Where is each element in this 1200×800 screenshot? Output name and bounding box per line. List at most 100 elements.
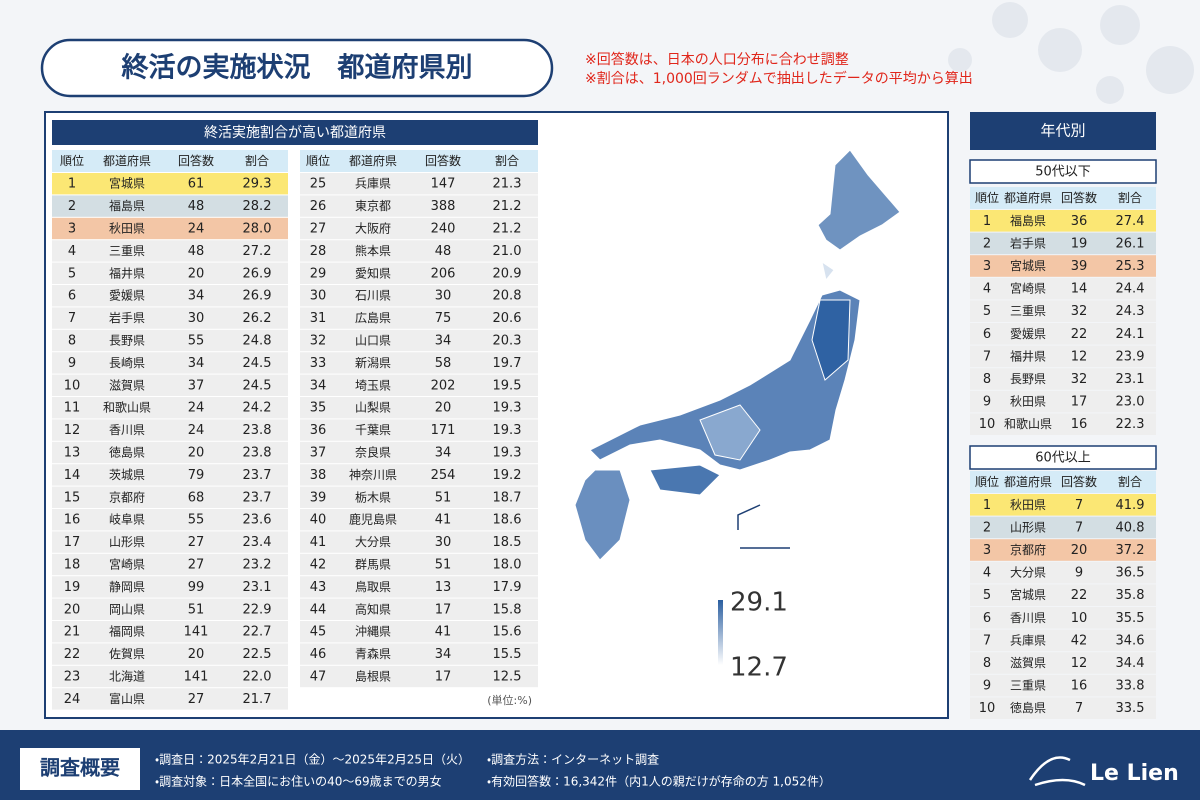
table-cell: 23: [64, 670, 81, 685]
table-cell: 24.4: [1116, 282, 1145, 297]
column-header: 回答数: [178, 153, 214, 168]
table-cell: 三重県: [1010, 304, 1046, 318]
table-cell: 24: [188, 401, 205, 416]
footer-band: [0, 730, 1200, 800]
table-cell: 30: [310, 289, 327, 304]
table-cell: 32: [1071, 304, 1088, 319]
decor: [948, 2, 1194, 104]
table-cell: 20: [1071, 543, 1088, 558]
table-cell: 34: [435, 334, 452, 349]
age-title: 年代別: [1040, 122, 1085, 140]
table-cell: 388: [431, 199, 456, 214]
table-cell: 48: [435, 244, 452, 259]
legend-gradient: [718, 600, 723, 665]
table-cell: 18.0: [493, 558, 522, 573]
table-cell: 34.4: [1116, 656, 1145, 671]
table-cell: 28: [310, 244, 327, 259]
table-cell: 28.0: [243, 222, 272, 237]
table-row: [300, 307, 538, 329]
table-row: [970, 232, 1156, 255]
table-cell: 51: [435, 490, 452, 505]
table-row: [300, 665, 538, 688]
table-cell: 35: [310, 401, 327, 416]
table-cell: 58: [435, 356, 452, 371]
table-cell: 19: [1071, 236, 1088, 251]
table-cell: 神奈川県: [349, 467, 397, 482]
table-cell: 18: [64, 558, 81, 573]
table-cell: 鹿児島県: [349, 512, 397, 527]
footer-item: ・調査日：2025年2月21日（金）～2025年2月25日（火）: [155, 753, 470, 767]
table-row: [52, 374, 288, 396]
column-header: 回答数: [425, 153, 461, 168]
table-cell: 愛媛県: [109, 289, 145, 303]
table-cell: 4: [68, 244, 76, 259]
okinawa-inset: [737, 504, 790, 549]
table-cell: 滋賀県: [109, 377, 145, 392]
table-cell: 147: [431, 177, 456, 192]
table-row: [970, 629, 1156, 652]
table-cell: 35.8: [1116, 588, 1145, 603]
table-cell: 27.2: [243, 244, 272, 259]
table-cell: 19: [64, 580, 81, 595]
table-cell: 福島県: [109, 198, 145, 213]
table-cell: 31: [310, 311, 327, 326]
table-cell: 3: [983, 543, 991, 558]
table-cell: 20.9: [493, 266, 522, 281]
table-cell: 33: [310, 356, 327, 371]
table-row: [52, 307, 288, 329]
table-cell: 23.0: [1116, 395, 1145, 410]
table-row: [300, 553, 538, 576]
table-cell: 8: [983, 372, 991, 387]
table-cell: 23.8: [243, 446, 272, 461]
table-cell: 22.9: [243, 602, 272, 617]
table-cell: 20: [64, 602, 81, 617]
table-row: [52, 262, 288, 284]
table-cell: 22.0: [243, 670, 272, 685]
table-cell: 岐阜県: [109, 513, 145, 527]
table-cell: 富山県: [109, 692, 145, 706]
table-row: [52, 352, 288, 374]
table-cell: 15.6: [493, 625, 522, 640]
table-cell: 27: [188, 692, 205, 707]
table-cell: 岡山県: [109, 602, 145, 616]
table-row: [52, 329, 288, 352]
table-cell: 26.1: [1116, 236, 1145, 251]
table-cell: 47: [310, 670, 327, 685]
table-cell: 宮城県: [1010, 587, 1046, 602]
table-cell: 17: [435, 670, 452, 685]
table-cell: 22.7: [243, 625, 272, 640]
table-cell: 240: [431, 222, 456, 237]
table-cell: 23.9: [1116, 349, 1145, 364]
table-row: [970, 390, 1156, 413]
table-cell: 8: [983, 656, 991, 671]
table-row: [52, 419, 288, 441]
table-row: [970, 300, 1156, 322]
table-cell: 8: [68, 334, 76, 349]
table-cell: 沖縄県: [355, 625, 391, 639]
table-row: [300, 576, 538, 598]
table-cell: 27: [188, 558, 205, 573]
table-cell: 16: [1071, 679, 1088, 694]
table-cell: 24: [188, 423, 205, 438]
table-cell: 99: [188, 580, 205, 595]
table-row: [300, 441, 538, 464]
table-cell: 6: [983, 327, 991, 342]
table-cell: 福岡県: [109, 624, 145, 639]
group-title-box: [969, 159, 1157, 184]
table-cell: 23.6: [243, 513, 272, 528]
table-row: [52, 688, 288, 710]
table-row: [300, 195, 538, 217]
legend-max: 29.1: [730, 588, 788, 618]
column-header: 順位: [975, 191, 999, 205]
table-cell: 18.6: [493, 513, 522, 528]
table-cell: 30: [435, 289, 452, 304]
table-cell: 20: [188, 446, 205, 461]
header-row: [300, 150, 538, 172]
table-cell: 19.5: [493, 378, 522, 393]
table-cell: 15: [64, 490, 81, 505]
table-cell: 17: [435, 602, 452, 617]
table-cell: 19.2: [493, 468, 522, 483]
table-cell: 24.1: [1116, 327, 1145, 342]
table-row: [52, 531, 288, 553]
table-cell: 1: [983, 214, 991, 229]
